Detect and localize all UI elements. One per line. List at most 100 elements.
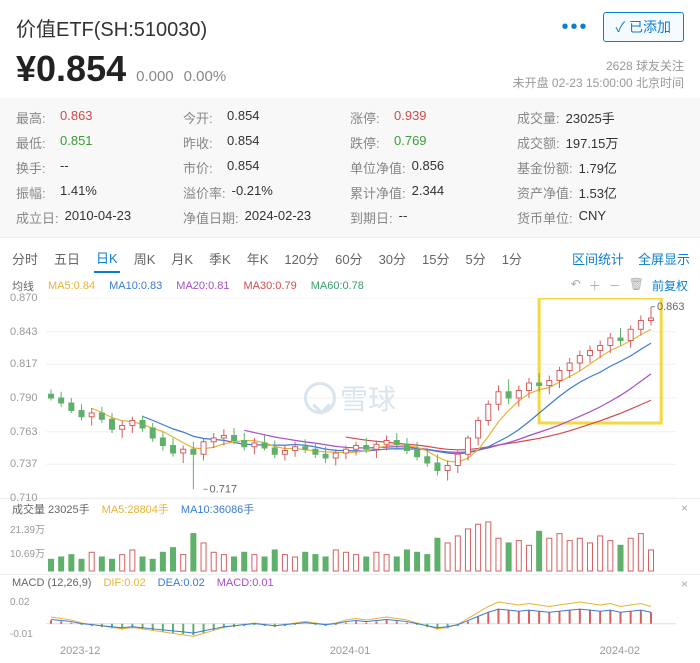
stat-item: 累计净值: 2.344 [350,183,517,202]
stat-value: 0.856 [412,158,445,177]
macd-dea: DEA:0.02 [158,577,205,591]
stat-label: 单位净值: [350,158,406,177]
close-icon[interactable]: × [681,501,688,517]
followers-count: 2628 球友关注 [513,58,684,75]
stat-item: 成交量: 23025手 [517,108,684,127]
stat-value: 0.851 [60,133,93,152]
macd-ytick-0: 0.02 [10,597,29,608]
stat-label: 到期日: [350,208,393,227]
stat-value: -0.21% [232,183,273,202]
tab-60分[interactable]: 60分 [333,245,364,272]
stat-label: 成立日: [16,208,59,227]
svg-text:0.863: 0.863 [657,301,685,313]
stat-label: 振幅: [16,183,54,202]
price-change-pct: 0.00% [184,68,227,85]
stat-label: 累计净值: [350,183,406,202]
stat-value: 0.939 [394,108,427,127]
tab-action[interactable]: 全屏显示 [638,249,690,268]
stat-item: 最高:0.863 [16,108,183,127]
stat-value: 23025手 [566,108,615,127]
tool-trash-icon[interactable]: 🗑 [629,277,644,294]
last-price: ¥0.854 [16,48,126,90]
stat-label: 跌停: [350,133,388,152]
price-change-abs: 0.000 [136,68,174,85]
x-tick: 2024-01 [330,645,370,657]
stat-label: 市价: [183,158,221,177]
tab-120分[interactable]: 120分 [282,245,321,272]
tab-分时[interactable]: 分时 [10,245,40,272]
stat-item: 昨收:0.854 [183,133,350,152]
stat-item: 资产净值:1.53亿 [517,183,684,202]
stat-value: 1.41% [60,183,97,202]
added-button[interactable]: ✓ 已添加 [603,12,684,42]
tab-日K[interactable]: 日K [94,244,120,273]
tab-五日[interactable]: 五日 [52,245,82,272]
market-status: 未开盘 02-23 15:00:00 北京时间 [513,75,684,92]
ma-item: MA10:0.83 [109,280,162,292]
security-title: 价值ETF(SH:510030) [16,13,207,42]
stat-item: 振幅: 1.41% [16,183,183,202]
macd-dif: DIF:0.02 [103,577,145,591]
stats-grid: 最高:0.863今开: 0.854 涨停: 0.939 成交量: 23025手最低:0.8… [0,98,700,237]
stat-value: 0.769 [394,133,427,152]
tab-年K[interactable]: 年K [245,245,271,272]
macd-label: MACD (12,26,9) [12,577,91,591]
y-tick: 0.870 [10,292,38,304]
macd-ytick-1: -0.01 [10,629,33,640]
stat-item: 单位净值: 0.856 [350,158,517,177]
stat-item: 市价: 0.854 [183,158,350,177]
tab-5分[interactable]: 5分 [464,245,488,272]
macd-chart[interactable]: 0.02 -0.01 [10,593,690,643]
stat-label: 换手: [16,158,54,177]
ma-legend: 均线MA5:0.84MA10:0.83MA20:0.81MA30:0.79MA6… [0,273,700,298]
stat-value: 0.854 [227,133,260,152]
y-tick: 0.790 [10,392,38,404]
tool-plus-icon[interactable]: ＋ [589,277,601,294]
stat-item: 涨停: 0.939 [350,108,517,127]
tool-minus-icon[interactable]: － [609,277,621,294]
stat-value: 0.854 [227,158,260,177]
tab-周K[interactable]: 周K [132,245,158,272]
tab-月K[interactable]: 月K [169,245,195,272]
y-tick: 0.737 [10,458,38,470]
stat-value: 2.344 [412,183,445,202]
tab-action[interactable]: 区间统计 [572,249,624,268]
stat-label: 今开: [183,108,221,127]
tool-undo-icon[interactable]: ↶ [571,277,581,294]
volume-legend: 成交量 23025手 MA5:28804手 MA10:36086手 × [0,498,700,519]
tab-1分[interactable]: 1分 [500,245,524,272]
vol-ma5: MA5:28804手 [102,501,169,517]
stat-value: 1.53亿 [579,183,617,202]
macd-val: MACD:0.01 [217,577,274,591]
volume-chart[interactable]: 21.39万 10.69万 [10,519,690,574]
stat-value: 197.15万 [566,133,619,152]
stat-item: 基金份额:1.79亿 [517,158,684,177]
stat-value: 1.79亿 [579,158,617,177]
stat-item: 换手: -- [16,158,183,177]
vol-ytick-0: 21.39万 [10,521,45,536]
stat-label: 涨停: [350,108,388,127]
stat-label: 净值日期: [183,208,239,227]
stat-value: -- [399,208,408,227]
stat-item: 跌停: 0.769 [350,133,517,152]
stat-value: 2024-02-23 [245,208,312,227]
price-chart[interactable]: 0.8700.8430.8170.7900.7630.7370.710 0.71… [10,298,690,498]
close-icon[interactable]: × [681,577,688,591]
tab-15分[interactable]: 15分 [420,245,451,272]
tab-季K[interactable]: 季K [207,245,233,272]
stat-item: 最低:0.851 [16,133,183,152]
timeframe-tabs: 分时五日日K 周K 月K 季K 年K 120分 60分 30分 15分 5分 1分 区间统计全屏显示 [0,237,700,273]
stat-item: 溢价率: -0.21% [183,183,350,202]
stat-value: 0.854 [227,108,260,127]
stat-label: 溢价率: [183,183,226,202]
more-icon[interactable]: ••• [562,16,589,39]
stat-label: 最高: [16,108,54,127]
y-tick: 0.763 [10,426,38,438]
y-tick: 0.843 [10,326,38,338]
adjust-mode[interactable]: 前复权 [652,277,688,294]
stat-value: -- [60,158,69,177]
stat-item: 成立日:2010-04-23 [16,208,183,227]
stat-label: 货币单位: [517,208,573,227]
tab-30分[interactable]: 30分 [377,245,408,272]
stat-label: 成交量: [517,108,560,127]
